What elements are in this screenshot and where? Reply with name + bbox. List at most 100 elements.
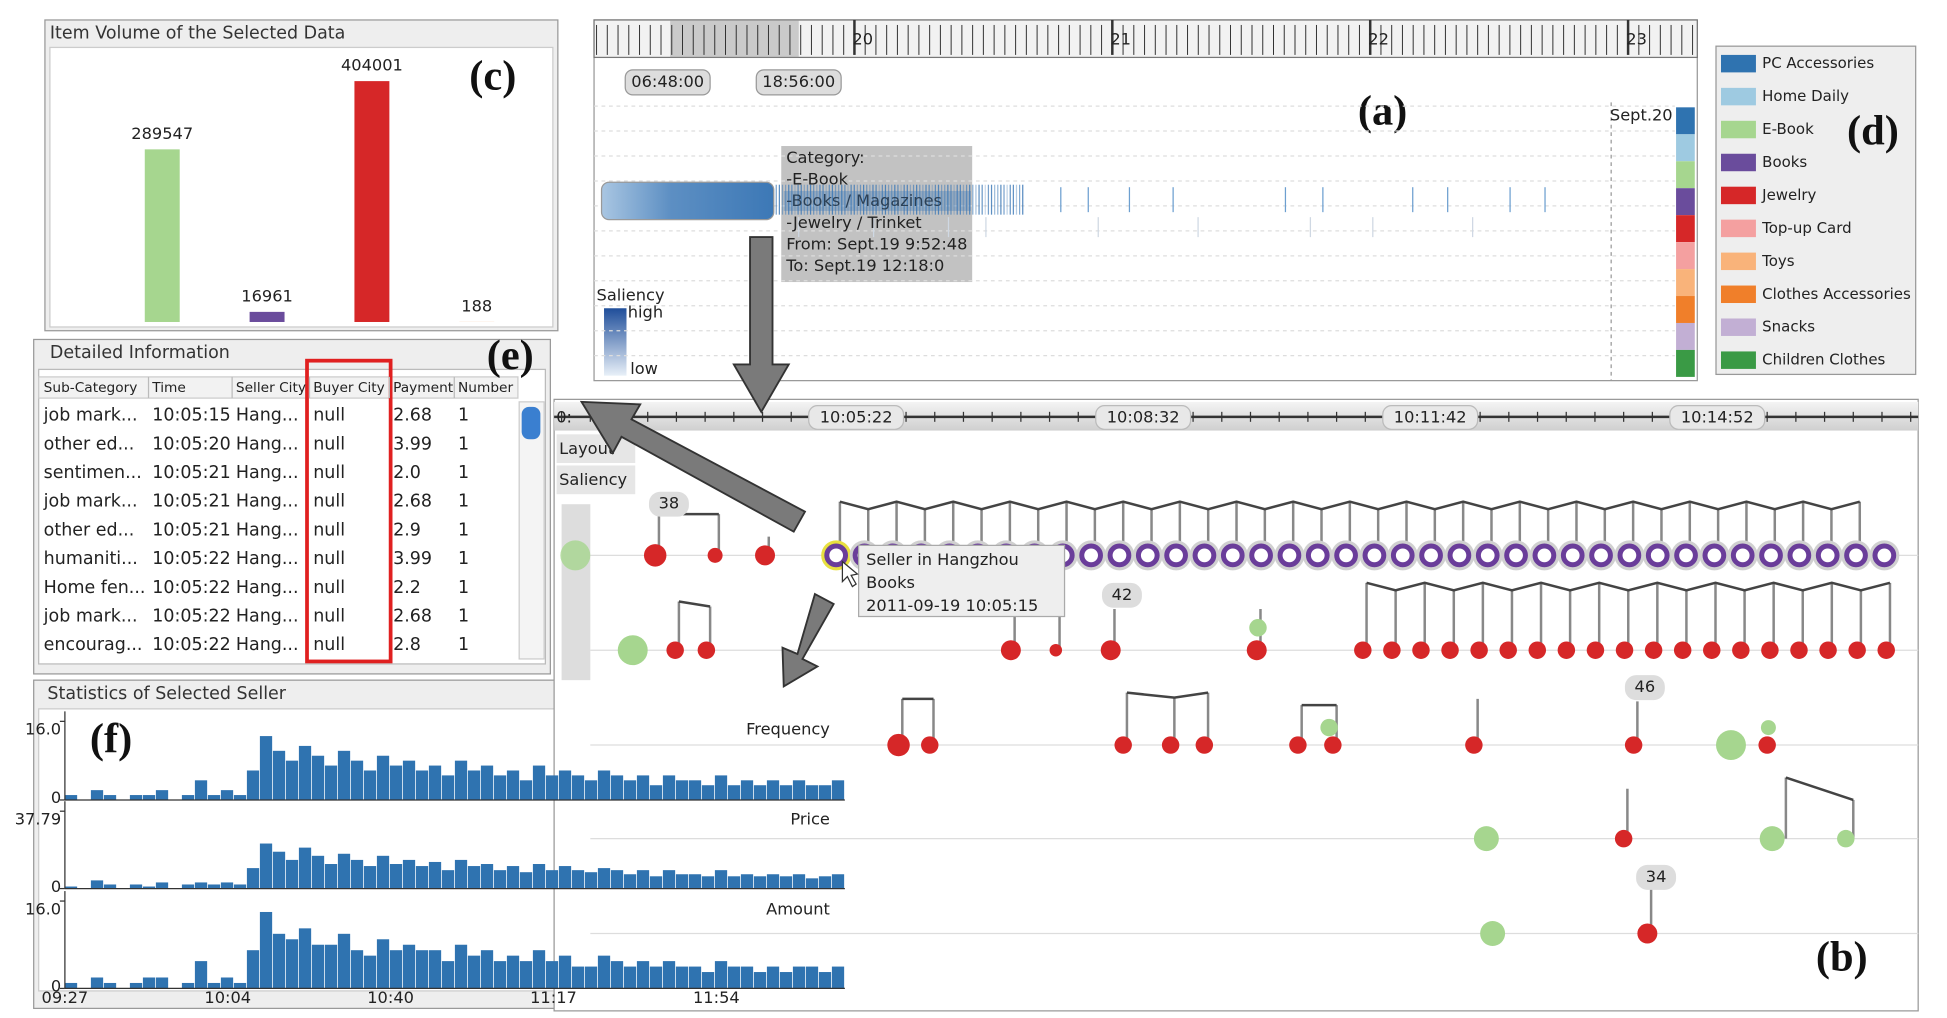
node bbox=[1164, 543, 1188, 568]
node bbox=[1815, 543, 1840, 568]
table-cell: 2.2 bbox=[393, 578, 421, 598]
histogram-bar bbox=[792, 780, 806, 800]
histogram-bar bbox=[571, 966, 585, 989]
histogram-bar bbox=[597, 868, 611, 889]
histogram-bar bbox=[610, 870, 624, 889]
range-label: 18:56:00 bbox=[762, 72, 835, 91]
range-brush[interactable] bbox=[670, 19, 799, 58]
histogram-bar bbox=[649, 876, 663, 889]
node bbox=[643, 544, 667, 567]
histogram-bar bbox=[779, 785, 793, 800]
histogram-bar bbox=[363, 866, 377, 889]
histogram-bar bbox=[467, 770, 481, 800]
day-tick-label: 20 bbox=[852, 29, 873, 48]
x-tick-label: 10:40 bbox=[367, 988, 414, 1007]
histogram-bar bbox=[181, 795, 195, 800]
table-cell: 2.68 bbox=[393, 406, 432, 426]
legend-swatch bbox=[1720, 120, 1756, 139]
histogram-bar bbox=[727, 785, 741, 800]
button[interactable] bbox=[556, 434, 636, 464]
category-band bbox=[1676, 107, 1695, 135]
table-cell: 10:05:15 bbox=[152, 406, 230, 426]
node bbox=[1837, 829, 1855, 848]
tooltip-line: -Books / Magazines bbox=[786, 191, 942, 210]
axis-label: 10:05:22 bbox=[820, 408, 893, 427]
node bbox=[1114, 736, 1132, 754]
histogram-bar bbox=[701, 785, 715, 800]
table-cell: null bbox=[313, 434, 345, 454]
legend-swatch bbox=[1720, 285, 1756, 304]
histogram-bar bbox=[610, 775, 624, 800]
histogram-bar bbox=[558, 866, 572, 889]
category-band bbox=[1676, 242, 1695, 270]
node bbox=[1758, 736, 1776, 754]
scrollbar[interactable] bbox=[518, 401, 545, 660]
histogram-bar bbox=[194, 961, 208, 989]
histogram-bar bbox=[805, 785, 819, 800]
node bbox=[1716, 730, 1746, 761]
histogram-bar bbox=[207, 884, 221, 889]
histogram-bar bbox=[740, 874, 754, 889]
button-label: Layout bbox=[559, 439, 614, 458]
table-cell: 1 bbox=[458, 635, 469, 655]
table-cell: Hang... bbox=[236, 520, 299, 540]
node bbox=[1614, 829, 1633, 848]
node bbox=[1787, 543, 1812, 568]
histogram-bar bbox=[584, 966, 598, 989]
y-tick-label: 16.0 bbox=[25, 899, 61, 918]
histogram-bar bbox=[415, 950, 429, 989]
histogram-bar bbox=[246, 868, 260, 889]
overview-ruler[interactable] bbox=[593, 19, 1698, 59]
heat-block bbox=[600, 181, 775, 221]
histogram-bar bbox=[753, 972, 767, 989]
x-tick-label: 10:04 bbox=[204, 988, 251, 1007]
legend-label: Snacks bbox=[1762, 318, 1815, 336]
arrow bbox=[732, 236, 791, 414]
histogram-bar bbox=[636, 961, 650, 989]
legend-label: Books bbox=[1762, 153, 1807, 171]
node bbox=[1100, 640, 1121, 661]
slider[interactable] bbox=[561, 504, 591, 681]
node bbox=[1674, 543, 1698, 568]
table-cell: 1 bbox=[458, 406, 469, 426]
tooltip-line: From: Sept.19 9:52:48 bbox=[786, 234, 967, 253]
histogram-bar bbox=[610, 961, 624, 989]
node bbox=[1759, 543, 1783, 568]
axis-label-box bbox=[1669, 404, 1766, 430]
table-cell: 1 bbox=[458, 520, 469, 540]
node bbox=[1161, 736, 1180, 754]
panel-label: (a) bbox=[1358, 88, 1407, 135]
badge bbox=[1636, 864, 1677, 890]
scroll-thumb[interactable] bbox=[521, 406, 541, 440]
table-cell: 1 bbox=[458, 578, 469, 598]
histogram-bar bbox=[454, 760, 468, 800]
histogram-bar bbox=[402, 944, 416, 989]
column-header: Payment bbox=[393, 380, 454, 396]
histogram-bar bbox=[493, 775, 507, 800]
category-band bbox=[1676, 269, 1695, 297]
histogram-bar bbox=[207, 982, 221, 989]
node bbox=[1277, 543, 1302, 568]
histogram-bar bbox=[467, 955, 481, 989]
axis-label: 0: bbox=[556, 408, 572, 427]
histogram-bar bbox=[454, 859, 468, 889]
histogram-bar bbox=[675, 966, 689, 989]
node bbox=[1320, 718, 1338, 737]
button[interactable] bbox=[556, 465, 636, 495]
table-cell: other ed... bbox=[44, 434, 135, 454]
histogram-bar bbox=[376, 939, 390, 989]
histogram-bar bbox=[506, 955, 520, 989]
histogram-bar bbox=[753, 876, 767, 889]
panel-c-body bbox=[49, 46, 554, 328]
histogram-bar bbox=[103, 884, 117, 889]
node bbox=[1844, 543, 1868, 568]
histogram-bar bbox=[181, 884, 195, 889]
day-tick-label: 21 bbox=[1110, 29, 1131, 48]
histogram-bar bbox=[818, 785, 832, 800]
table-cell: 2.8 bbox=[393, 635, 421, 655]
histogram-bar bbox=[389, 864, 403, 889]
histogram-bar bbox=[90, 977, 104, 989]
histogram-bar bbox=[675, 874, 689, 889]
histogram-bar bbox=[402, 760, 416, 800]
histogram-bar bbox=[519, 961, 533, 989]
